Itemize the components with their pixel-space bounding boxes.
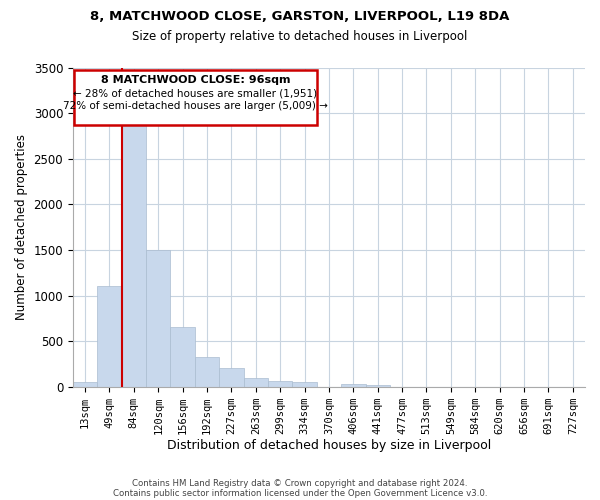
FancyBboxPatch shape [74,70,317,124]
Bar [292,382,317,386]
Bar [122,118,146,386]
X-axis label: Distribution of detached houses by size in Liverpool: Distribution of detached houses by size … [167,440,491,452]
Text: Contains public sector information licensed under the Open Government Licence v3: Contains public sector information licen… [113,488,487,498]
Text: 8, MATCHWOOD CLOSE, GARSTON, LIVERPOOL, L19 8DA: 8, MATCHWOOD CLOSE, GARSTON, LIVERPOOL, … [91,10,509,23]
Text: ← 28% of detached houses are smaller (1,951): ← 28% of detached houses are smaller (1,… [73,89,317,99]
Text: Size of property relative to detached houses in Liverpool: Size of property relative to detached ho… [133,30,467,43]
Bar [219,368,244,386]
Bar [268,381,292,386]
Text: Contains HM Land Registry data © Crown copyright and database right 2024.: Contains HM Land Registry data © Crown c… [132,478,468,488]
Bar [97,286,122,386]
Text: 8 MATCHWOOD CLOSE: 96sqm: 8 MATCHWOOD CLOSE: 96sqm [101,75,290,85]
Y-axis label: Number of detached properties: Number of detached properties [15,134,28,320]
Bar [146,250,170,386]
Text: 72% of semi-detached houses are larger (5,009) →: 72% of semi-detached houses are larger (… [63,101,328,111]
Bar [341,384,365,386]
Bar [73,382,97,386]
Bar [195,356,219,386]
Bar [170,328,195,386]
Bar [244,378,268,386]
